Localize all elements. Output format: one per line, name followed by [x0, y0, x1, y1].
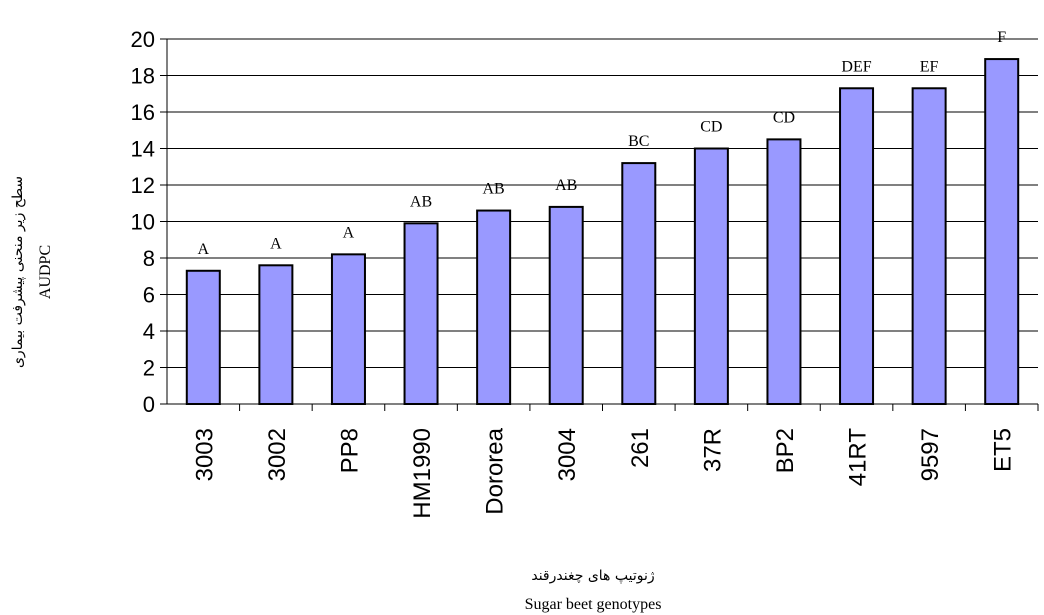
x-category-label: PP8: [336, 428, 363, 473]
y-tick-label: 16: [131, 100, 155, 125]
y-axis-title: AUDPC: [37, 245, 54, 299]
x-category-label: ET5: [990, 428, 1017, 472]
bar: [330, 253, 366, 405]
grid-lines: [167, 38, 1038, 368]
significance-letter: AB: [410, 193, 432, 210]
y-tick-label: 8: [143, 246, 155, 271]
y-axis-title-persian: سطح زیر منحنی پیشرفت بیماری: [10, 176, 26, 368]
bar: [766, 138, 802, 405]
bar: [403, 222, 439, 405]
bar: [984, 58, 1020, 405]
y-tick-label: 12: [131, 173, 155, 198]
significance-letter: DEF: [841, 58, 871, 75]
y-tick-label: 18: [131, 64, 155, 89]
y-tick-label: 6: [143, 283, 155, 308]
bar: [693, 147, 729, 405]
significance-letter: AB: [483, 181, 505, 198]
x-category-label: 3004: [554, 428, 581, 481]
y-tick-label: 0: [143, 392, 155, 417]
x-axis-title-persian: ژنوتیپ های چغندرقند: [531, 568, 655, 584]
significance-letter: AB: [555, 177, 577, 194]
x-category-label: 41RT: [845, 428, 872, 487]
x-category-label: 37R: [699, 428, 726, 472]
bars: [185, 58, 1020, 406]
significance-letter: BC: [628, 133, 649, 150]
y-tick-label: 14: [131, 137, 155, 162]
significance-letter: A: [270, 235, 282, 252]
bar: [839, 87, 875, 406]
bar: [258, 264, 294, 405]
axes: [160, 38, 1039, 411]
significance-letter: F: [997, 29, 1006, 46]
x-category-label: 3002: [264, 428, 291, 481]
x-category-label: 3003: [191, 428, 218, 481]
y-tick-labels: 0 2 4 6 8 10 12 14 16 18 20: [131, 27, 155, 417]
bar: [548, 205, 584, 405]
significance-letters: A A A AB AB AB BC CD CD DEF EF F: [198, 29, 1007, 258]
x-axis-title: Sugar beet genotypes: [525, 596, 662, 613]
bar: [185, 269, 221, 405]
y-tick-label: 20: [131, 27, 155, 52]
x-category-label: HM1990: [409, 428, 436, 519]
y-tick-label: 10: [131, 210, 155, 235]
x-category-label: Dororea: [482, 427, 509, 514]
x-category-labels: 3003 3002 PP8 HM1990 Dororea 3004 261 37R BP2 41R…: [191, 427, 1016, 518]
significance-letter: EF: [920, 58, 939, 75]
y-tick-label: 2: [143, 356, 155, 381]
x-category-label: 261: [627, 428, 654, 468]
significance-letter: A: [343, 224, 355, 241]
bar: [911, 87, 947, 406]
x-category-label: 9597: [917, 428, 944, 481]
x-category-label: BP2: [772, 428, 799, 473]
significance-letter: CD: [773, 109, 795, 126]
bar: [621, 162, 657, 405]
significance-letter: CD: [700, 119, 722, 136]
y-tick-label: 4: [143, 319, 155, 344]
bar: [476, 209, 512, 405]
significance-letter: A: [198, 241, 210, 258]
